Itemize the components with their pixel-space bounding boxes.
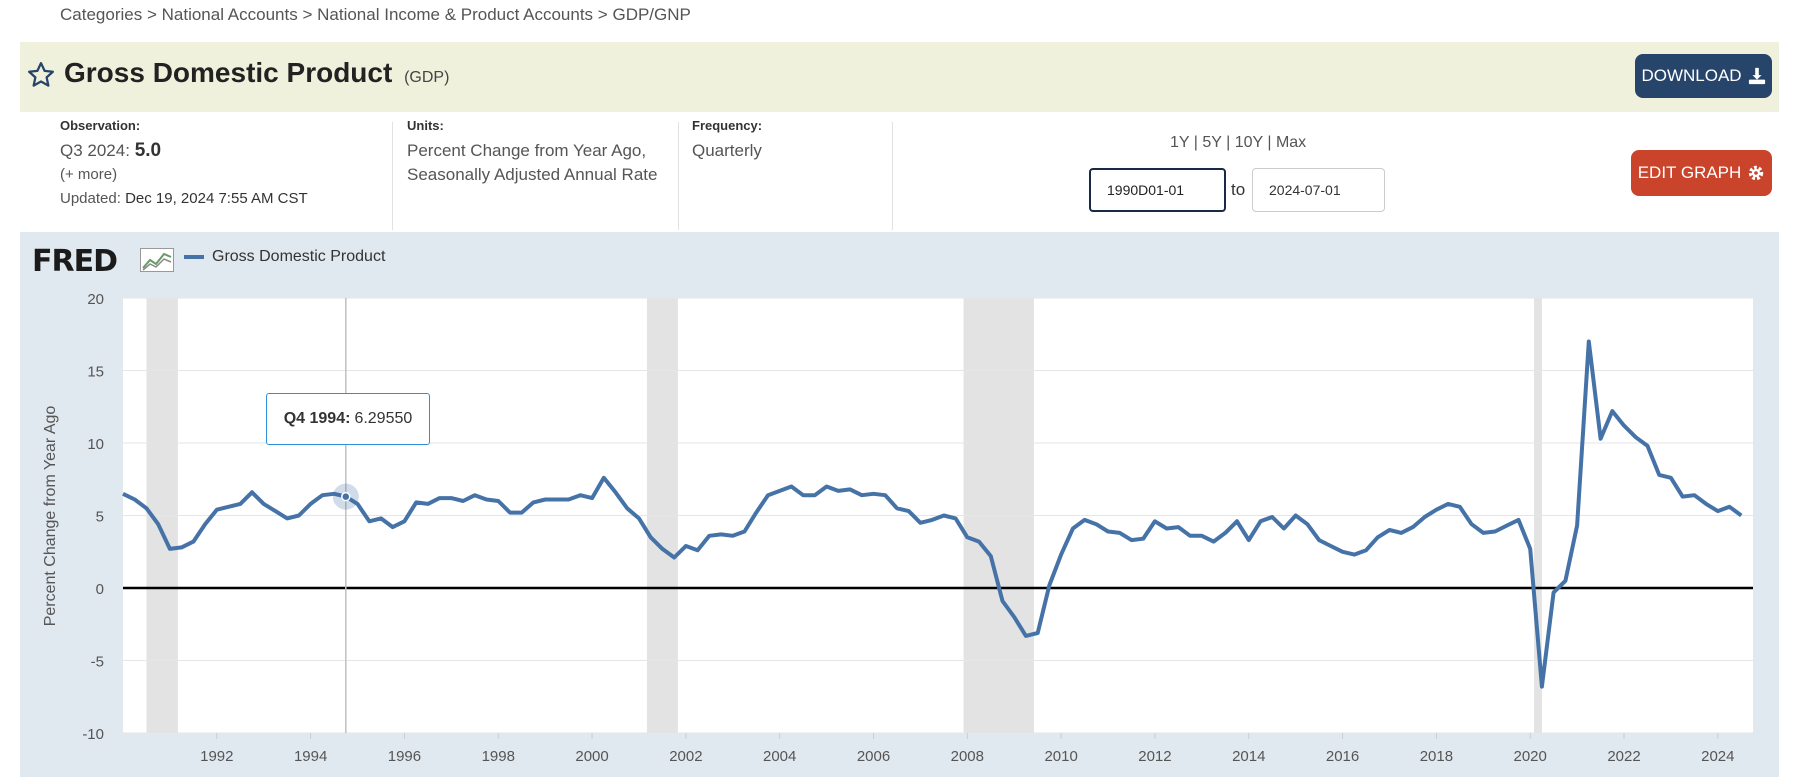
series-title: Gross Domestic Product <box>64 57 393 88</box>
range-max[interactable]: Max <box>1275 134 1307 151</box>
download-button[interactable]: DOWNLOAD <box>1635 54 1772 98</box>
download-icon <box>1748 67 1765 85</box>
y-tick-label: 10 <box>87 436 104 453</box>
fred-logo-text: FRED <box>32 244 118 279</box>
frequency-block: Frequency: Quarterly <box>692 118 882 230</box>
download-label: DOWNLOAD <box>1641 66 1742 85</box>
y-tick-label: 20 <box>87 291 104 308</box>
observation-label: Observation: <box>60 118 141 133</box>
title-bar: Gross Domestic Product (GDP) DOWNLOAD <box>20 42 1779 112</box>
range-separator: | <box>1226 134 1231 151</box>
more-link[interactable]: (+ more) <box>60 166 118 183</box>
x-tick-label: 1994 <box>294 748 327 765</box>
chart-legend[interactable]: Gross Domestic Product <box>184 248 385 266</box>
edit-graph-button[interactable]: EDIT GRAPH <box>1631 150 1772 196</box>
x-tick-label: 2012 <box>1138 748 1171 765</box>
tooltip-value: 6.29550 <box>354 410 413 427</box>
range-buttons: 1Y | 5Y | 10Y | Max <box>1170 134 1306 152</box>
updated-value: Dec 19, 2024 7:55 AM CST <box>125 190 308 207</box>
units-label: Units: <box>407 118 444 133</box>
x-tick-label: 1998 <box>482 748 515 765</box>
divider <box>392 122 393 230</box>
x-tick-label: 2002 <box>669 748 702 765</box>
chart-tooltip: Q4 1994: 6.29550 <box>266 393 430 445</box>
frequency-label: Frequency: <box>692 118 763 133</box>
range-10y[interactable]: 10Y <box>1234 134 1263 151</box>
breadcrumb-separator: > <box>146 5 157 24</box>
x-tick-label: 2024 <box>1701 748 1734 765</box>
gear-icon <box>1749 165 1764 181</box>
series-line <box>122 339 1743 689</box>
fred-logo: FRED <box>32 244 118 279</box>
divider <box>678 122 679 230</box>
units-block: Units: Percent Change from Year Ago, Sea… <box>407 118 677 230</box>
range-separator: | <box>1193 134 1198 151</box>
y-tick-label: 5 <box>96 509 104 526</box>
x-tick-label: 2020 <box>1514 748 1547 765</box>
range-5y[interactable]: 5Y <box>1202 134 1222 151</box>
updated-label: Updated: <box>60 190 121 207</box>
hover-point <box>341 491 351 502</box>
observation-period: Q3 2024: <box>60 141 130 160</box>
breadcrumb-categories[interactable]: Categories <box>60 5 143 24</box>
x-tick-label: 2000 <box>575 748 608 765</box>
divider <box>892 122 893 230</box>
x-tick-label: 2006 <box>857 748 890 765</box>
x-tick-label: 2018 <box>1420 748 1453 765</box>
observation-block: Observation: Q3 2024: 5.0 (+ more) Updat… <box>60 118 380 230</box>
x-tick-label: 1996 <box>388 748 421 765</box>
x-tick-label: 2004 <box>763 748 796 765</box>
x-tick-label: 2014 <box>1232 748 1265 765</box>
units-line1: Percent Change from Year Ago, <box>407 141 647 160</box>
breadcrumb-national-accounts[interactable]: National Accounts <box>161 5 298 24</box>
breadcrumb-separator: > <box>597 5 608 24</box>
page-title: Gross Domestic Product (GDP) <box>64 57 449 89</box>
breadcrumb-gdp-gnp[interactable]: GDP/GNP <box>612 5 691 24</box>
units-line2: Seasonally Adjusted Annual Rate <box>407 165 658 184</box>
favorite-star-icon[interactable] <box>26 60 56 90</box>
end-date-input[interactable] <box>1252 168 1385 212</box>
range-1y[interactable]: 1Y <box>1170 134 1190 151</box>
x-tick-label: 2010 <box>1044 748 1077 765</box>
legend-swatch <box>184 255 204 259</box>
to-label: to <box>1231 180 1246 199</box>
series-code: (GDP) <box>404 69 450 86</box>
y-tick-label: 0 <box>96 581 104 598</box>
x-tick-label: 1992 <box>200 748 233 765</box>
chart-logo-icon <box>140 248 174 272</box>
observation-value: 5.0 <box>134 140 162 161</box>
legend-label: Gross Domestic Product <box>212 248 386 265</box>
x-tick-label: 2022 <box>1607 748 1640 765</box>
y-tick-label: 15 <box>87 364 104 381</box>
frequency-value: Quarterly <box>692 141 762 160</box>
range-separator: | <box>1267 134 1272 151</box>
breadcrumb-separator: > <box>302 5 313 24</box>
y-axis-label: Percent Change from Year Ago <box>42 406 59 627</box>
tooltip-label: Q4 1994: <box>283 410 351 427</box>
start-date-input[interactable] <box>1089 168 1226 212</box>
y-tick-label: -5 <box>91 654 104 671</box>
breadcrumb: Categories > National Accounts > Nationa… <box>60 5 691 25</box>
x-tick-label: 2008 <box>951 748 984 765</box>
edit-graph-label: EDIT GRAPH <box>1637 163 1742 182</box>
y-tick-label: -10 <box>82 726 104 743</box>
breadcrumb-nipa[interactable]: National Income & Product Accounts <box>317 5 594 24</box>
x-tick-label: 2016 <box>1326 748 1359 765</box>
